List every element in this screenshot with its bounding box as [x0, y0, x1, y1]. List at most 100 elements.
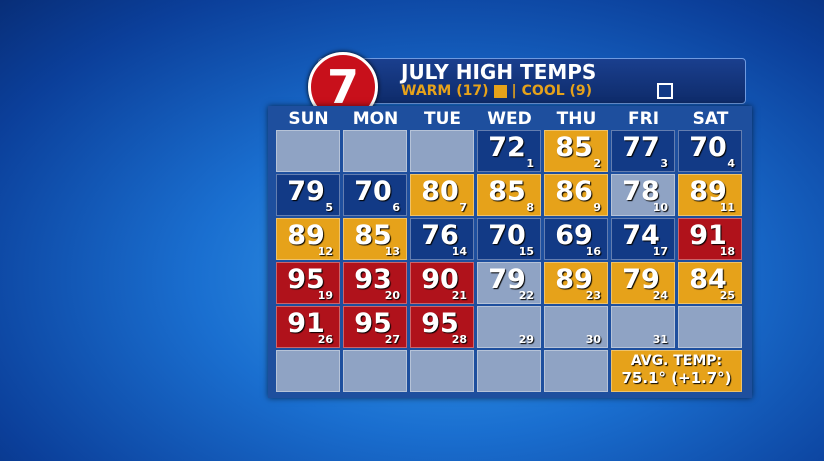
high-temp: 85 [555, 132, 593, 163]
legend-swatch [657, 83, 674, 99]
day-number: 3 [660, 157, 668, 170]
weekday: FRI [627, 109, 660, 129]
day-cell [678, 306, 742, 348]
day-cell: 70 4 [678, 130, 742, 172]
day-cell: 89 11 [678, 174, 742, 216]
high-temp: 95 [287, 264, 325, 295]
weekday: SUN [288, 109, 329, 129]
day-cell: 30 [544, 306, 608, 348]
high-temp: 86 [555, 176, 593, 207]
high-temp: 70 [354, 176, 392, 207]
day-number: 29 [518, 333, 534, 346]
day-cell: 89 23 [544, 262, 608, 304]
day-number: 10 [652, 201, 668, 214]
day-number: 16 [585, 245, 601, 258]
legend-warm: WARM (17) [401, 83, 489, 99]
weekday: TUE [423, 109, 461, 129]
day-cell: 95 27 [343, 306, 407, 348]
day-cell: 79 22 [477, 262, 541, 304]
day-cell: 85 8 [477, 174, 541, 216]
day-cell [477, 350, 541, 392]
high-temp: 85 [488, 176, 526, 207]
day-number: 30 [585, 333, 601, 346]
day-number: 19 [317, 289, 333, 302]
day-number: 13 [384, 245, 400, 258]
high-temp: 69 [555, 220, 593, 251]
day-cell: 95 28 [410, 306, 474, 348]
title: JULY HIGH TEMPS [401, 60, 597, 84]
day-number: 27 [384, 333, 400, 346]
day-number: 6 [392, 201, 400, 214]
average-label: AVG. TEMP: [630, 353, 723, 369]
day-cell [410, 350, 474, 392]
high-temp: 76 [421, 220, 459, 251]
day-cell: 86 9 [544, 174, 608, 216]
high-temp: 95 [354, 308, 392, 339]
high-temp: 79 [622, 264, 660, 295]
day-number: 23 [585, 289, 601, 302]
high-temp: 89 [287, 220, 325, 251]
day-cell [276, 130, 340, 172]
day-cell: 91 26 [276, 306, 340, 348]
high-temp: 70 [689, 132, 727, 163]
day-cell: 78 10 [611, 174, 675, 216]
day-number: 26 [317, 333, 333, 346]
high-temp: 70 [488, 220, 526, 251]
legend-swatch [493, 84, 507, 98]
day-number: 4 [727, 157, 735, 170]
day-number: 5 [325, 201, 333, 214]
day-cell: 84 25 [678, 262, 742, 304]
day-cell [544, 350, 608, 392]
high-temp: 80 [421, 176, 459, 207]
day-cell: 70 6 [343, 174, 407, 216]
day-cell: 72 1 [477, 130, 541, 172]
day-number: 24 [652, 289, 668, 302]
day-cell: 77 3 [611, 130, 675, 172]
day-cell: 29 [477, 306, 541, 348]
day-number: 11 [719, 201, 735, 214]
day-number: 25 [719, 289, 735, 302]
day-number: 21 [451, 289, 467, 302]
day-cell: 69 16 [544, 218, 608, 260]
high-temp: 77 [622, 132, 660, 163]
weekday: SAT [692, 109, 729, 129]
high-temp: 91 [287, 308, 325, 339]
high-temp: 79 [488, 264, 526, 295]
day-cell [410, 130, 474, 172]
day-cell [276, 350, 340, 392]
legend-cool: COOL (9) [521, 83, 593, 99]
average-box: AVG. TEMP: 75.1° (+1.7°) [611, 350, 742, 392]
day-number: 20 [384, 289, 400, 302]
legend: WARM (17) | COOL (9) [401, 83, 674, 99]
day-number: 8 [526, 201, 534, 214]
day-number: 2 [593, 157, 601, 170]
day-number: 17 [652, 245, 668, 258]
high-temp: 79 [287, 176, 325, 207]
day-number: 1 [526, 157, 534, 170]
day-number: 28 [451, 333, 467, 346]
weekday: MON [352, 109, 399, 129]
day-number: 31 [652, 333, 668, 346]
day-cell: 85 2 [544, 130, 608, 172]
day-cell: 90 21 [410, 262, 474, 304]
day-number: 22 [518, 289, 534, 302]
day-cell: 74 17 [611, 218, 675, 260]
day-cell [343, 130, 407, 172]
banner: JULY HIGH TEMPS WARM (17) | COOL (9) [318, 58, 746, 104]
day-cell: 89 12 [276, 218, 340, 260]
high-temp: 89 [555, 264, 593, 295]
weekday: THU [556, 109, 597, 129]
day-cell: 91 18 [678, 218, 742, 260]
high-temp: 72 [488, 132, 526, 163]
day-number: 9 [593, 201, 601, 214]
high-temp: 74 [622, 220, 660, 251]
day-number: 18 [719, 245, 735, 258]
high-temp: 93 [354, 264, 392, 295]
day-cell: 93 20 [343, 262, 407, 304]
day-number: 14 [451, 245, 467, 258]
day-cell: 70 15 [477, 218, 541, 260]
day-cell: 31 [611, 306, 675, 348]
high-temp: 89 [689, 176, 727, 207]
day-number: 12 [317, 245, 333, 258]
